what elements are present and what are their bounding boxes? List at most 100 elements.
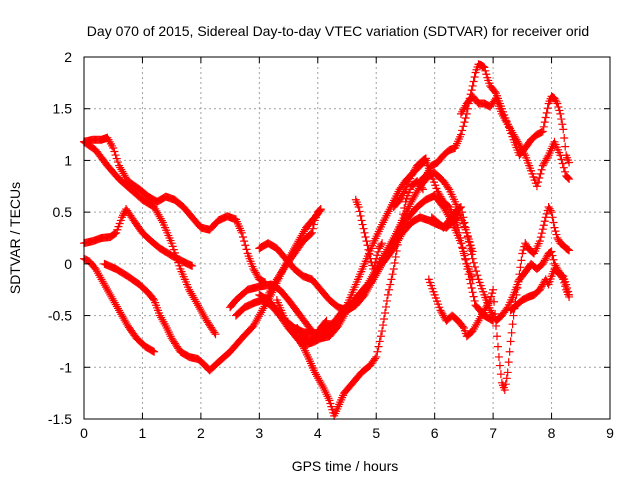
data-point-marker [424, 166, 433, 175]
data-point-marker [433, 187, 442, 196]
data-point-marker [437, 308, 446, 317]
data-point-marker [541, 254, 550, 263]
data-point-marker [546, 248, 555, 257]
data-point-marker [515, 270, 524, 279]
data-point-marker [111, 151, 120, 160]
data-point-marker [554, 102, 563, 111]
data-point-marker [461, 255, 470, 264]
data-point-marker [420, 155, 429, 164]
data-point-marker [252, 270, 261, 279]
data-point-marker [110, 230, 119, 239]
data-point-marker [501, 380, 510, 389]
data-point-marker [211, 330, 220, 339]
data-point-marker [539, 258, 548, 267]
data-point-marker [565, 246, 574, 255]
x-tick-label: 3 [255, 425, 263, 441]
data-point-marker [407, 171, 416, 180]
data-point-marker [536, 233, 545, 242]
data-point-marker [362, 237, 371, 246]
data-series [456, 92, 574, 191]
data-point-marker [511, 134, 520, 143]
data-point-marker [380, 315, 389, 324]
data-point-marker [463, 233, 472, 242]
grid-layer [84, 57, 610, 419]
data-point-marker [358, 220, 367, 229]
data-point-marker [393, 240, 402, 249]
y-tick-label: 2 [64, 49, 72, 65]
data-point-marker [112, 154, 121, 163]
tick-layer: 0 1 2 3 4 5 6 7 8 9 -1.5 -1 -0.5 0 0.5 1 1.5 2 [48, 49, 614, 441]
data-point-marker [315, 206, 324, 215]
data-point-marker [541, 156, 550, 165]
data-series [351, 195, 387, 274]
data-point-marker [411, 165, 420, 174]
data-point-marker [540, 118, 549, 127]
data-point-marker [481, 66, 490, 75]
data-point-marker [538, 259, 547, 268]
x-tick-label: 0 [80, 425, 88, 441]
data-point-marker [395, 228, 404, 237]
data-point-marker [548, 213, 557, 222]
data-point-marker [482, 70, 491, 79]
data-point-marker [512, 135, 521, 144]
data-point-marker [378, 327, 387, 336]
data-point-marker [550, 94, 559, 103]
data-point-marker [375, 244, 384, 253]
data-point-marker [316, 205, 325, 214]
data-point-marker [318, 382, 327, 391]
y-tick-label: 1.5 [53, 101, 73, 117]
data-point-marker [459, 213, 468, 222]
data-point-marker [468, 254, 477, 263]
data-point-marker [552, 230, 561, 239]
data-point-marker [240, 237, 249, 246]
data-point-marker [467, 86, 476, 95]
data-point-marker [374, 247, 383, 256]
data-point-marker [148, 294, 157, 303]
data-point-marker [469, 77, 478, 86]
data-point-marker [490, 87, 499, 96]
data-point-marker [506, 337, 515, 346]
x-tick-label: 5 [372, 425, 380, 441]
data-point-marker [374, 342, 383, 351]
data-point-marker [516, 263, 525, 272]
data-point-marker [537, 128, 546, 137]
data-point-marker [418, 185, 427, 194]
data-point-marker [537, 229, 546, 238]
data-point-marker [421, 171, 430, 180]
y-tick-label: 0.5 [53, 204, 73, 220]
data-point-marker [376, 242, 385, 251]
data-point-marker [503, 368, 512, 377]
data-point-marker [473, 271, 482, 280]
data-point-marker [521, 239, 530, 248]
data-point-marker [383, 290, 392, 299]
data-point-marker [542, 252, 551, 261]
data-point-marker [389, 265, 398, 274]
data-point-marker [549, 218, 558, 227]
data-point-marker [364, 245, 373, 254]
data-point-marker [513, 137, 522, 146]
data-point-marker [541, 213, 550, 222]
data-series [287, 316, 331, 346]
data-point-marker [361, 232, 370, 241]
data-point-marker [518, 249, 527, 258]
data-point-marker [436, 306, 445, 315]
x-tick-label: 2 [197, 425, 205, 441]
data-point-marker [508, 320, 517, 329]
data-point-marker [397, 216, 406, 225]
data-point-marker [455, 203, 464, 212]
data-point-marker [458, 208, 467, 217]
data-point-marker [238, 232, 247, 241]
data-point-marker [373, 251, 382, 260]
data-point-marker [563, 245, 572, 254]
data-point-marker [376, 332, 385, 341]
data-point-marker [543, 152, 552, 161]
data-point-marker [410, 166, 419, 175]
x-tick-label: 6 [431, 425, 439, 441]
data-point-marker [472, 267, 481, 276]
data-point-marker [535, 237, 544, 246]
data-point-marker [481, 304, 490, 313]
data-point-marker [417, 183, 426, 192]
data-point-marker [492, 321, 501, 330]
chart-title: Day 070 of 2015, Sidereal Day-to-day VTE… [87, 23, 589, 39]
